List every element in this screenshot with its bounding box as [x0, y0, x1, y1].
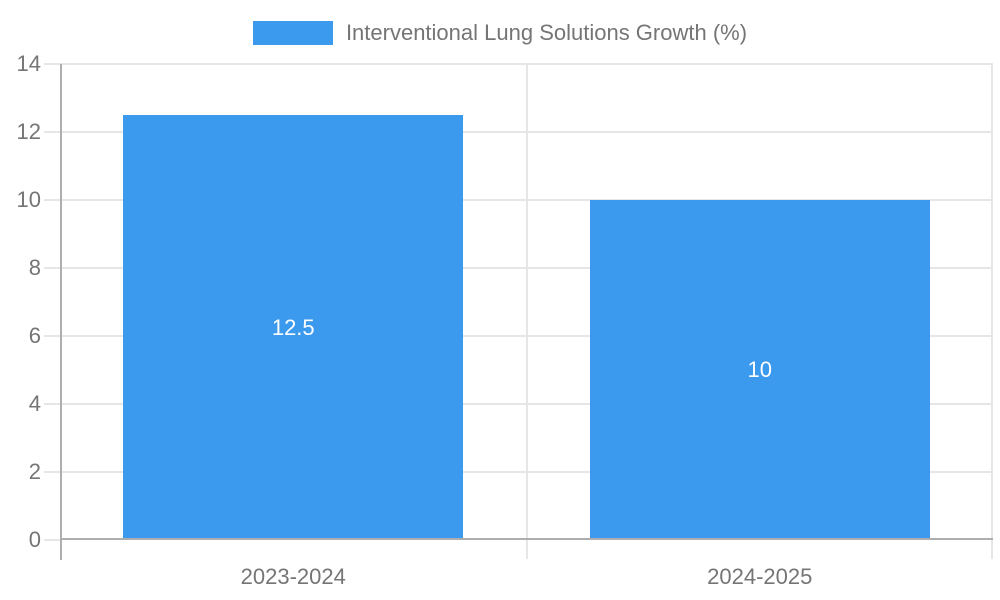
y-axis-label: 4	[28, 391, 41, 416]
plot-area: 0 2 4 6 8 10 12 14 12.5 2023-2024 10 2024-2025	[17, 53, 993, 589]
category-divider-line	[525, 64, 528, 559]
y-tick-mark	[44, 63, 60, 65]
bar-value-label: 12.5	[271, 314, 315, 340]
y-axis-label: 0	[28, 527, 41, 552]
y-tick-mark	[44, 335, 60, 337]
legend-label: Interventional Lung Solutions Growth (%)	[345, 20, 748, 45]
y-axis-label: 6	[28, 323, 41, 348]
plot-right-border-line	[991, 64, 993, 559]
y-axis-label: 8	[28, 255, 41, 280]
bar-value-label: 10	[747, 357, 772, 382]
x-axis-label: 2023-2024	[240, 564, 346, 589]
y-tick-mark	[44, 199, 60, 201]
y-axis-label: 2	[28, 459, 41, 484]
y-tick-mark	[44, 471, 60, 474]
y-tick-mark	[44, 539, 60, 541]
bar[interactable]: 12.5	[123, 115, 464, 540]
legend-swatch-icon	[252, 21, 333, 45]
y-axis-line	[60, 64, 62, 560]
y-tick-mark	[44, 131, 60, 133]
y-axis-label: 14	[16, 51, 41, 76]
bar[interactable]: 10	[589, 200, 930, 540]
y-tick-mark	[44, 267, 60, 270]
x-axis-label: 2024-2025	[707, 564, 813, 589]
y-axis-label: 12	[16, 119, 41, 144]
legend[interactable]: Interventional Lung Solutions Growth (%)	[0, 20, 1000, 46]
x-axis-line	[60, 538, 993, 540]
y-axis-label: 10	[16, 187, 41, 212]
y-tick-mark	[44, 403, 60, 406]
